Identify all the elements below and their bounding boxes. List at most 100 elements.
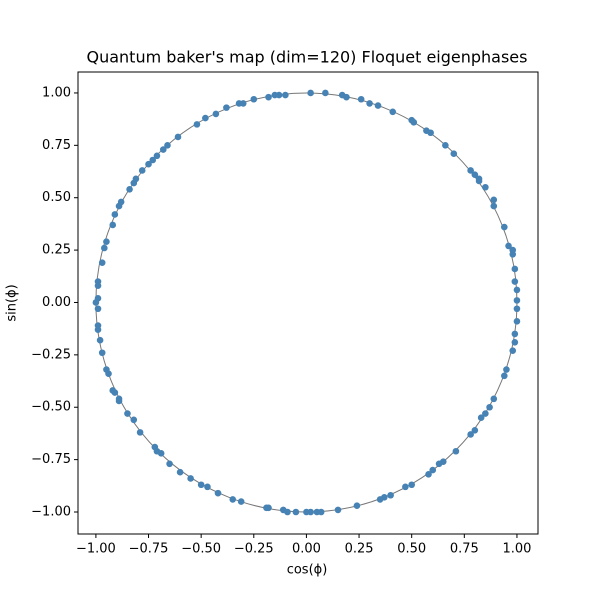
point bbox=[452, 447, 460, 455]
point bbox=[381, 494, 388, 501]
point bbox=[490, 395, 498, 403]
plot-frame bbox=[77, 71, 539, 535]
point bbox=[501, 372, 508, 380]
x-tick-label: 1.00 bbox=[502, 542, 531, 557]
point bbox=[111, 211, 119, 218]
y-tick-label: −0.50 bbox=[31, 400, 71, 415]
point bbox=[212, 110, 220, 118]
point bbox=[92, 299, 100, 306]
point bbox=[482, 410, 489, 417]
x-tick-label: −1.00 bbox=[76, 542, 116, 557]
point bbox=[250, 95, 258, 103]
y-tick-label: 1.00 bbox=[42, 85, 71, 100]
point bbox=[229, 496, 237, 503]
point bbox=[357, 95, 365, 103]
point bbox=[482, 183, 489, 191]
point bbox=[353, 502, 361, 510]
point bbox=[429, 466, 437, 474]
point bbox=[94, 282, 102, 290]
point bbox=[366, 100, 373, 107]
y-tick-label: 0.00 bbox=[42, 295, 71, 310]
point bbox=[159, 146, 167, 153]
point bbox=[307, 89, 314, 97]
point bbox=[130, 179, 138, 187]
point bbox=[109, 221, 117, 229]
x-tick-label: −0.25 bbox=[234, 542, 274, 557]
y-tick-label: −1.00 bbox=[31, 505, 71, 520]
point bbox=[467, 167, 474, 174]
point bbox=[505, 242, 512, 250]
point bbox=[513, 297, 521, 304]
point bbox=[115, 202, 123, 210]
y-tick-label: −0.75 bbox=[31, 452, 71, 467]
point bbox=[149, 156, 157, 164]
y-axis-label: sin(ϕ) bbox=[5, 284, 20, 321]
point bbox=[425, 470, 432, 478]
point bbox=[408, 116, 415, 124]
point bbox=[124, 410, 131, 417]
x-axis-label: cos(ϕ) bbox=[287, 563, 328, 578]
x-tick-label: 0.00 bbox=[292, 542, 321, 557]
x-tick-label: 0.75 bbox=[450, 542, 479, 557]
point bbox=[101, 244, 108, 252]
y-tick-label: 0.50 bbox=[42, 190, 71, 205]
point bbox=[176, 468, 184, 476]
point bbox=[282, 91, 289, 99]
point bbox=[153, 152, 161, 160]
chart-title: Quantum baker's map (dim=120) Floquet ei… bbox=[87, 48, 528, 67]
point bbox=[387, 491, 394, 499]
point bbox=[471, 171, 479, 178]
point bbox=[509, 347, 517, 354]
point bbox=[338, 91, 346, 99]
point bbox=[98, 349, 106, 357]
point bbox=[511, 330, 519, 338]
point bbox=[130, 416, 138, 424]
point bbox=[477, 414, 485, 422]
point bbox=[265, 93, 272, 101]
y-tick-label: 0.75 bbox=[42, 138, 71, 153]
point bbox=[202, 114, 209, 122]
point bbox=[94, 326, 102, 334]
point bbox=[136, 429, 144, 436]
point bbox=[235, 100, 243, 107]
point bbox=[511, 278, 519, 285]
point bbox=[490, 196, 498, 204]
point bbox=[204, 483, 211, 491]
point bbox=[307, 508, 314, 516]
point bbox=[471, 426, 479, 434]
point bbox=[193, 121, 201, 128]
point bbox=[265, 504, 272, 512]
point bbox=[486, 403, 493, 411]
point bbox=[98, 259, 106, 266]
point bbox=[322, 89, 329, 97]
point bbox=[214, 489, 222, 497]
point bbox=[317, 508, 325, 516]
point bbox=[197, 481, 205, 489]
y-tick-label: −0.25 bbox=[31, 347, 71, 362]
point bbox=[402, 483, 409, 491]
point bbox=[509, 246, 517, 254]
point bbox=[467, 431, 474, 438]
point bbox=[174, 133, 182, 141]
point bbox=[408, 481, 415, 489]
point bbox=[501, 223, 508, 231]
point bbox=[439, 458, 447, 466]
point bbox=[271, 91, 279, 99]
point bbox=[503, 366, 510, 373]
point bbox=[187, 475, 194, 482]
point bbox=[96, 336, 104, 344]
point bbox=[513, 305, 521, 313]
point bbox=[164, 142, 171, 149]
point bbox=[511, 265, 519, 273]
x-tick-label: −0.75 bbox=[129, 542, 169, 557]
point bbox=[145, 160, 152, 168]
point bbox=[103, 238, 110, 246]
point bbox=[513, 286, 521, 294]
point bbox=[513, 318, 521, 325]
point bbox=[111, 389, 119, 396]
point bbox=[511, 338, 519, 346]
y-tick-label: 0.25 bbox=[42, 243, 71, 258]
point bbox=[475, 175, 483, 183]
point bbox=[223, 104, 230, 111]
